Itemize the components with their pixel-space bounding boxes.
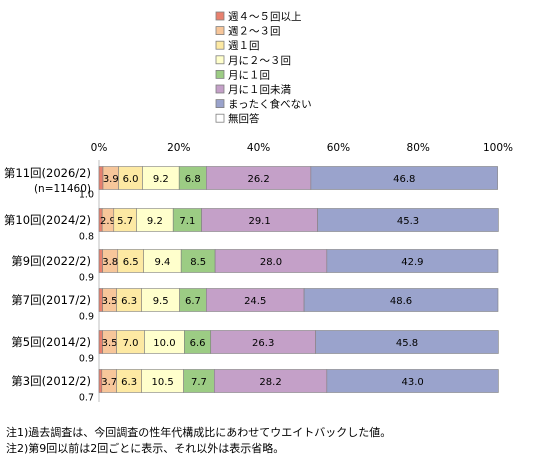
legend-label-7: まったく食べない <box>228 98 312 111</box>
data-label-r1-s3: 6.0 <box>123 174 139 185</box>
data-label-r2-s4: 9.2 <box>147 216 163 227</box>
x-tick-label-6: 100% <box>483 142 513 154</box>
data-label-r3-s6: 28.0 <box>260 257 282 268</box>
data-label-r6-s6: 28.2 <box>259 377 281 388</box>
category-sublabel-1: (n=11460) <box>34 183 91 195</box>
legend-label-8: 無回答 <box>228 112 260 125</box>
legend-swatch-4 <box>215 55 225 65</box>
category-label-6: 第3回(2012/2) <box>11 374 91 388</box>
data-label-r1-s2: 3.9 <box>103 174 119 185</box>
legend-swatch-7 <box>215 99 225 108</box>
category-label-1: 第11回(2026/2) <box>4 166 91 180</box>
data-label-r5-s4: 10.0 <box>153 338 175 349</box>
bar-segment-r3-s7 <box>326 249 499 273</box>
data-label-r1-s5: 6.8 <box>185 174 201 185</box>
x-tick-label-3: 40% <box>247 142 270 154</box>
x-tick-label-1: 0% <box>91 142 108 154</box>
data-label-r1-s7: 46.8 <box>393 174 415 185</box>
footnote-1: 注1)過去調査は、今回調査の性年代構成比にあわせてウエイトバックした値。 <box>6 426 392 439</box>
legend-label-6: 月に１回未満 <box>228 84 291 96</box>
x-tick-label-5: 80% <box>407 142 430 154</box>
data-label-r5-s3: 7.0 <box>123 338 139 349</box>
data-label-r6-s4: 10.5 <box>152 377 174 388</box>
category-label-3: 第9回(2022/2) <box>11 254 91 268</box>
legend: 週４～５回以上週２～３回週１回月に２～３回月に１回月に１回未満まったく食べない無… <box>215 11 312 125</box>
x-tick-label-2: 20% <box>167 142 190 154</box>
y-axis-labels: 第11回(2026/2) (n=11460) 第10回(2024/2) 第9回(202… <box>4 166 91 388</box>
category-label-5: 第5回(2014/2) <box>11 335 91 349</box>
data-label-r1-s1: 1.0 <box>79 190 94 201</box>
legend-swatch-3 <box>215 40 225 50</box>
data-label-r3-s3: 6.5 <box>123 257 139 268</box>
data-label-r6-s7: 43.0 <box>401 377 423 388</box>
data-label-r6-s1: 0.7 <box>79 393 94 404</box>
data-label-r2-s3: 5.7 <box>117 216 133 227</box>
data-label-r4-s7: 48.6 <box>390 296 412 307</box>
footnote-2: 注2)第9回以前は2回ごとに表示、それ以外は表示省略。 <box>6 442 285 455</box>
data-label-r4-s5: 6.7 <box>185 296 201 307</box>
data-label-r4-s4: 9.5 <box>153 296 169 307</box>
data-label-r4-s1: 0.9 <box>79 312 94 323</box>
legend-label-1: 週４～５回以上 <box>228 11 302 23</box>
data-label-r3-s5: 8.5 <box>190 257 206 268</box>
bar-segment-r4-s7 <box>303 288 499 312</box>
data-label-r1-s4: 9.2 <box>153 174 169 185</box>
legend-swatch-5 <box>215 70 225 79</box>
data-label-r3-s2: 3.8 <box>102 257 118 268</box>
legend-swatch-2 <box>215 26 225 36</box>
data-label-r2-s2: 2.9 <box>100 216 116 227</box>
legend-label-5: 月に１回 <box>228 69 270 81</box>
bar-segment-r1-s7 <box>310 166 498 190</box>
data-label-r6-s3: 6.3 <box>121 377 137 388</box>
data-label-r4-s3: 6.3 <box>121 296 137 307</box>
data-label-r2-s1: 0.8 <box>79 232 94 243</box>
data-label-r3-s1: 0.9 <box>79 273 94 284</box>
data-label-r2-s6: 29.1 <box>248 216 270 227</box>
data-label-r5-s2: 3.5 <box>102 338 118 349</box>
x-tick-label-4: 60% <box>327 142 350 154</box>
bar-segment-r6-s7 <box>326 369 499 393</box>
legend-label-4: 月に２～３回 <box>228 55 291 67</box>
category-label-2: 第10回(2024/2) <box>4 213 91 227</box>
data-label-r5-s7: 45.8 <box>396 338 418 349</box>
data-label-r4-s2: 3.5 <box>102 296 118 307</box>
legend-label-2: 週２～３回 <box>228 26 281 38</box>
data-label-r5-s5: 6.6 <box>190 338 206 349</box>
legend-swatch-8 <box>215 113 225 123</box>
data-label-r5-s6: 26.3 <box>252 338 274 349</box>
data-label-r3-s4: 9.4 <box>154 257 170 268</box>
data-label-r5-s1: 0.9 <box>79 354 94 365</box>
legend-label-3: 週１回 <box>228 40 260 52</box>
bars: 3.9 6.0 9.2 6.8 26.2 46.8 1.0 2.9 5.7 9.2 7.1 29.1 4… <box>79 166 499 404</box>
legend-swatch-6 <box>215 84 225 94</box>
legend-swatch-1 <box>215 11 225 21</box>
footnotes: 注1)過去調査は、今回調査の性年代構成比にあわせてウエイトバックした値。 注2)… <box>6 425 391 457</box>
data-label-r2-s7: 45.3 <box>397 216 419 227</box>
data-label-r4-s6: 24.5 <box>244 296 266 307</box>
data-label-r3-s7: 42.9 <box>401 257 423 268</box>
data-label-r6-s5: 7.7 <box>191 377 207 388</box>
bar-segment-r5-s7 <box>315 330 499 354</box>
data-label-r1-s6: 26.2 <box>247 174 269 185</box>
data-label-r6-s2: 3.7 <box>101 377 117 388</box>
category-label-4: 第7回(2017/2) <box>11 293 91 307</box>
bar-segment-r2-s7 <box>317 208 499 232</box>
x-axis: 0% 20% 40% 60% 80% 100% <box>91 142 513 402</box>
data-label-r2-s5: 7.1 <box>179 216 195 227</box>
